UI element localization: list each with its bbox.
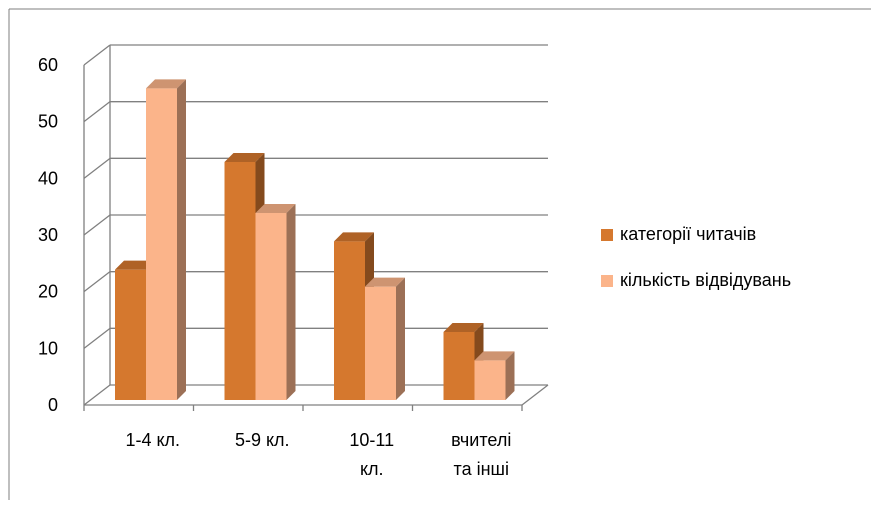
x-category-label: 10-11 [349, 430, 394, 450]
x-category-label: вчителі [451, 430, 511, 450]
legend-swatch [601, 229, 613, 241]
bar-side [396, 277, 405, 400]
x-category-label: кл. [360, 459, 384, 479]
side-gridline-60 [83, 44, 111, 66]
bar-top [365, 277, 405, 287]
bar-top [334, 232, 374, 242]
y-tick-label: 40 [38, 168, 58, 188]
side-gridline-40 [83, 157, 111, 179]
side-gridline-0 [83, 384, 111, 406]
y-tick-label: 30 [38, 225, 58, 245]
bar-top [224, 153, 265, 162]
bar-front [443, 332, 475, 400]
bar-top [146, 79, 186, 89]
x-category-label: та інші [454, 459, 509, 479]
bar-front [365, 286, 396, 400]
bar-front [474, 360, 506, 400]
bar-top [115, 260, 155, 270]
bar-front [224, 162, 256, 400]
legend-label: категорії читачів [620, 224, 756, 244]
bar-top [474, 351, 515, 361]
bar-side [286, 204, 296, 400]
bar-кількість-відвідувань-3 [474, 351, 515, 400]
y-tick-label: 50 [38, 112, 58, 132]
y-tick-label: 10 [38, 338, 58, 358]
bar-front [334, 241, 365, 400]
bar-категорії-читачів-2 [334, 232, 374, 400]
side-gridline-30 [83, 214, 111, 236]
bar-кількість-відвідувань-0 [146, 79, 186, 400]
side-gridline-20 [83, 271, 111, 293]
bar-front [115, 269, 146, 400]
bar-кількість-відвідувань-2 [365, 277, 405, 400]
bar-side [505, 351, 515, 400]
x-category-label: 5-9 кл. [235, 430, 290, 450]
y-tick-label: 60 [38, 55, 58, 75]
bar-кількість-відвідувань-1 [255, 204, 296, 400]
side-gridline-50 [83, 101, 111, 123]
bar-side [177, 79, 186, 400]
legend-swatch [601, 275, 613, 287]
bar-front [255, 213, 287, 400]
x-category-label: 1-4 кл. [125, 430, 180, 450]
y-tick-label: 0 [48, 395, 58, 415]
bar-top [255, 204, 296, 213]
side-gridline-10 [83, 327, 111, 349]
legend-label: кількість відвідувань [620, 270, 791, 290]
bar-top [443, 323, 484, 332]
floor-right-edge [521, 384, 549, 406]
bar-front [146, 88, 177, 400]
y-tick-label: 20 [38, 282, 58, 302]
